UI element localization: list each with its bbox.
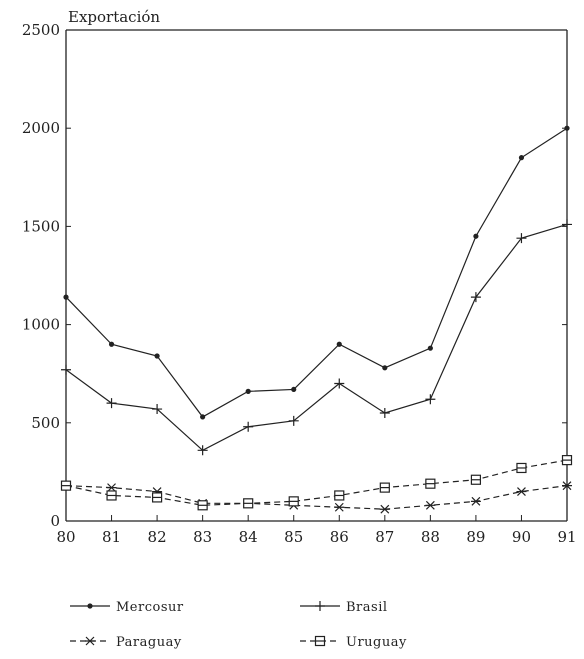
plus-marker: [315, 601, 325, 611]
star-marker: [379, 504, 390, 514]
series-uruguay: [60, 455, 573, 511]
x-tick-label: 81: [102, 528, 121, 546]
plus-marker: [562, 219, 572, 230]
x-tick-label: 85: [284, 528, 303, 546]
dot-marker: [564, 125, 570, 131]
dot-marker: [63, 294, 69, 300]
x-tick-label: 80: [56, 528, 75, 546]
legend-item-mercosur: Mercosur: [70, 600, 184, 615]
plus-marker: [61, 364, 71, 375]
plus-marker: [470, 292, 481, 303]
x-tick-label: 84: [239, 528, 258, 546]
star-marker: [425, 500, 436, 510]
dot-marker: [108, 341, 115, 347]
star-marker: [334, 502, 345, 512]
dot-marker: [291, 386, 297, 393]
y-tick-label: 0: [50, 512, 60, 530]
plus-marker: [106, 398, 117, 409]
y-tick-label: 500: [31, 414, 60, 432]
y-axis-label: Exportación: [68, 8, 160, 26]
x-tick-label: 91: [557, 528, 576, 546]
dot-marker: [518, 155, 525, 161]
x-tick-label: 86: [330, 528, 349, 546]
series-line: [65, 127, 568, 418]
series-lines: [60, 125, 573, 514]
series-line: [65, 485, 568, 510]
y-tick-label: 1000: [22, 316, 60, 334]
legend-label: Paraguay: [116, 635, 182, 650]
dot-marker: [200, 414, 206, 420]
legend-item-brasil: Brasil: [300, 600, 388, 615]
plus-marker: [197, 445, 208, 456]
legend-item-paraguay: Paraguay: [70, 635, 182, 650]
dot-marker: [87, 603, 93, 609]
x-tick-label: 82: [148, 528, 167, 546]
star-marker: [470, 496, 481, 506]
series-mercosur: [63, 125, 570, 420]
series-paraguay: [61, 481, 572, 514]
x-tick-label: 89: [466, 528, 485, 546]
y-tick-label: 2000: [22, 119, 60, 137]
x-tick-label: 83: [193, 528, 212, 546]
y-tick-label: 1500: [22, 217, 60, 235]
plus-marker: [379, 407, 390, 418]
dot-marker: [245, 388, 251, 394]
star-marker: [106, 483, 117, 493]
legend-label: Mercosur: [116, 600, 184, 615]
legend-label: Uruguay: [346, 635, 407, 650]
dot-marker: [473, 233, 479, 239]
dot-marker: [154, 353, 160, 359]
x-tick-label: 88: [421, 528, 440, 546]
plus-marker: [516, 233, 527, 244]
plot-frame: [65, 29, 568, 522]
plus-marker: [152, 404, 163, 415]
x-axis-ticks: 80 81 82 83 84 85 86 87 88 89 90 91: [56, 515, 577, 546]
plus-marker: [425, 394, 436, 405]
star-marker: [562, 481, 572, 491]
plus-marker: [288, 415, 299, 426]
legend-item-uruguay: Uruguay: [300, 635, 407, 650]
dot-marker: [427, 345, 433, 351]
dot-marker: [382, 365, 388, 371]
x-tick-label: 87: [375, 528, 394, 546]
plus-marker: [243, 421, 254, 432]
series-line: [65, 223, 568, 452]
star-marker: [516, 487, 527, 496]
legend-label: Brasil: [346, 600, 388, 615]
dot-marker: [336, 341, 342, 347]
y-axis-ticks: 0 500 1000 1500 2000 2500: [22, 21, 567, 530]
y-tick-label: 2500: [22, 21, 60, 39]
series-brasil: [61, 219, 572, 456]
x-tick-label: 90: [512, 528, 531, 546]
star-marker: [85, 636, 95, 646]
plus-marker: [334, 378, 345, 389]
series-line: [65, 459, 568, 506]
legend: Mercosur Brasil Paraguay Uruguay: [70, 600, 407, 650]
